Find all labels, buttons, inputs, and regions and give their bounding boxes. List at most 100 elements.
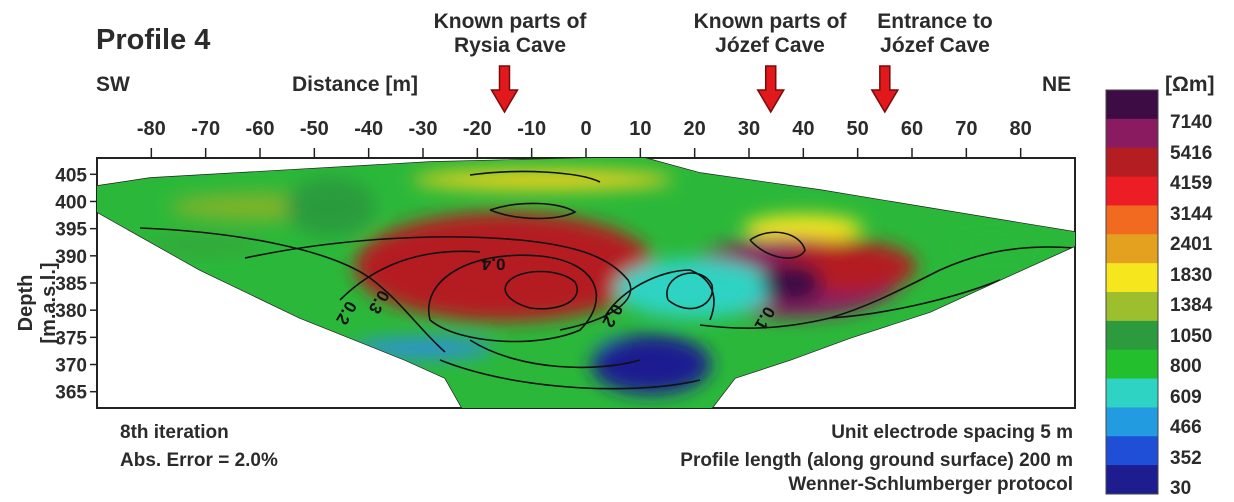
abs-error-note: Abs. Error = 2.0% — [120, 450, 278, 471]
arrow-2 — [870, 65, 900, 114]
x-tick-label: -20 — [463, 118, 492, 140]
contour-line — [244, 236, 632, 331]
colorbar-border — [1105, 89, 1159, 495]
annotation-jozef-entrance: Entrance to Józef Cave — [840, 10, 1030, 58]
y-tick-label: 365 — [55, 383, 87, 404]
colorbar-label: 609 — [1170, 386, 1202, 408]
spacing-note: Unit electrode spacing 5 m — [831, 422, 1073, 443]
background-region — [743, 214, 864, 243]
x-tick-label: -50 — [300, 118, 329, 140]
background-region — [953, 234, 1034, 255]
x-tick-label: -70 — [191, 118, 220, 140]
anomaly-4 — [614, 258, 775, 319]
colorbar-swatch — [1106, 147, 1158, 178]
x-tick-label: 70 — [955, 118, 977, 140]
colorbar-swatch — [1106, 436, 1158, 466]
contour-line — [427, 254, 598, 343]
colorbar-unit: [Ωm] — [1165, 73, 1215, 96]
x-axis-label: Distance [m] — [292, 73, 419, 96]
section-fill — [97, 158, 1075, 408]
colorbar-swatch — [1106, 176, 1158, 206]
colorbar-swatch — [1106, 292, 1158, 322]
right-end-label: NE — [1042, 73, 1072, 96]
length-note: Profile length (along ground surface) 20… — [680, 450, 1073, 471]
annotation-line: Entrance to — [877, 10, 993, 33]
colorbar-swatch — [1106, 118, 1158, 149]
colorbar-swatch — [1106, 407, 1158, 437]
colorbar-label: 3144 — [1170, 203, 1213, 225]
colorbar-label: 30 — [1170, 478, 1192, 499]
x-tick-label: -10 — [517, 118, 546, 140]
x-axis: -80 -70 -60 -50 -40 -30 -20 -10 0 10 20 30 40 50 60 70 8… — [137, 118, 1032, 158]
background-region — [150, 234, 261, 255]
arrow-0 — [490, 65, 519, 114]
annotation-arrows — [490, 65, 900, 114]
colorbar-swatch — [1106, 90, 1158, 120]
colorbar-swatch — [1106, 205, 1158, 235]
anomaly-layer — [150, 169, 1034, 395]
annotation-line: Rysia Cave — [453, 34, 567, 57]
y-axis: 405 400 395 390 385 380 375 370 365 — [55, 165, 97, 404]
contour-line — [829, 279, 1001, 319]
annotation-jozef-cave: Known parts of Józef Cave — [660, 10, 880, 58]
colorbar-label: 1050 — [1170, 325, 1213, 347]
contour-label: 0.4 — [481, 255, 505, 274]
protocol-note: Wenner-Schlumberger protocol — [788, 474, 1073, 495]
x-tick-label: 50 — [847, 118, 869, 140]
x-tick-label: 10 — [629, 118, 651, 140]
colorbar-label: 466 — [1170, 417, 1202, 438]
contour-line — [749, 231, 806, 259]
colorbar-label: 7140 — [1170, 112, 1213, 133]
x-tick-label: -80 — [137, 118, 166, 140]
x-tick-label: 20 — [684, 118, 706, 140]
colorbar-label: 4159 — [1170, 173, 1213, 194]
x-tick-label: -60 — [246, 118, 275, 140]
y-tick-label: 400 — [55, 192, 87, 213]
contour-line — [469, 170, 601, 183]
anomaly-core — [762, 263, 823, 303]
contour-line — [603, 269, 715, 321]
annotation-line: Józef Cave — [880, 34, 990, 57]
x-tick-label: 30 — [738, 118, 760, 140]
colorbar-label: 800 — [1170, 356, 1202, 377]
arrow-1 — [756, 65, 786, 114]
annotation-line: Józef Cave — [715, 34, 825, 57]
colorbar-label: 5416 — [1170, 142, 1213, 164]
y-tick-label: 385 — [55, 274, 87, 295]
background-region — [412, 169, 673, 190]
x-tick-label: 80 — [1010, 118, 1032, 140]
iteration-note: 8th iteration — [120, 422, 229, 443]
contour-line — [699, 246, 1075, 329]
contour-line — [439, 359, 701, 390]
y-tick-label: 405 — [55, 165, 87, 186]
contour-lines — [139, 170, 1075, 390]
x-tick-label: 40 — [792, 118, 814, 140]
annotation-line: Known parts of — [693, 10, 847, 33]
contour-line — [504, 270, 578, 310]
colorbar-label: 1830 — [1170, 264, 1213, 286]
x-tick-label: 0 — [580, 118, 591, 140]
colorbar-swatch — [1106, 378, 1158, 408]
colorbar-label: 2401 — [1170, 234, 1213, 255]
colorbar-swatch — [1106, 263, 1158, 293]
y-tick-label: 375 — [55, 328, 87, 349]
y-tick-label: 390 — [55, 247, 87, 268]
contour-line — [339, 250, 641, 369]
colorbar-swatch — [1106, 320, 1158, 351]
colorbar-swatch — [1106, 234, 1158, 264]
y-tick-label: 380 — [55, 301, 87, 322]
colorbar-label: 1384 — [1170, 295, 1213, 316]
contour-line — [489, 202, 577, 220]
anomaly-5 — [285, 176, 376, 237]
annotation-line: Known parts of — [433, 10, 587, 33]
x-tick-label: -40 — [354, 118, 383, 140]
anomaly-core — [591, 334, 712, 395]
contour-line — [666, 272, 714, 310]
x-tick-label: 60 — [901, 118, 923, 140]
colorbar-swatch — [1106, 349, 1158, 380]
chart-title: Profile 4 — [96, 24, 211, 56]
colorbar-swatch — [1106, 465, 1158, 495]
x-tick-label: -30 — [409, 118, 438, 140]
y-axis-label: Depth [m.a.s.l.] — [15, 262, 60, 344]
